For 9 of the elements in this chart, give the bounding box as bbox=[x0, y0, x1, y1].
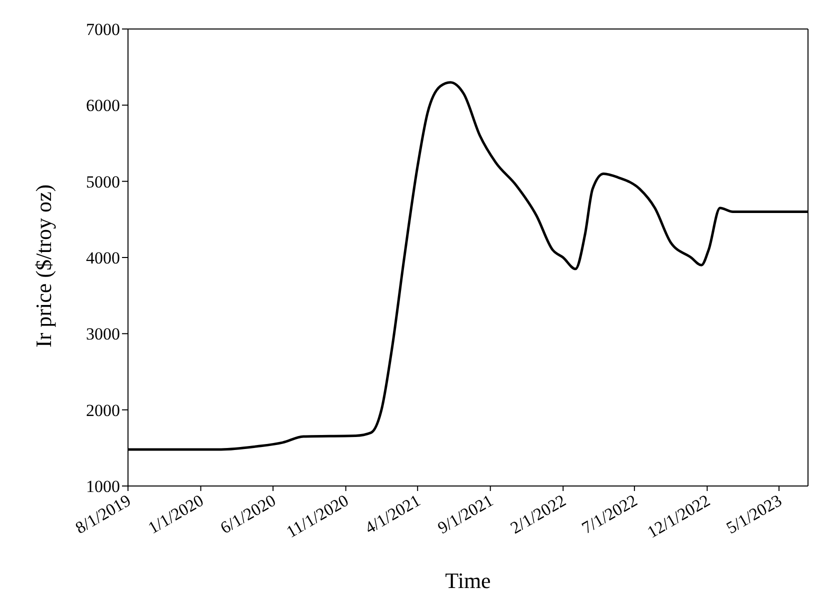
y-axis-title: Ir price ($/troy oz) bbox=[30, 184, 56, 348]
x-axis-title: Time bbox=[445, 568, 491, 593]
y-tick-label: 4000 bbox=[86, 248, 120, 268]
y-tick-label: 5000 bbox=[86, 172, 120, 192]
y-tick-label: 6000 bbox=[86, 96, 120, 116]
y-tick-label: 3000 bbox=[86, 324, 120, 344]
y-tick-label: 7000 bbox=[86, 20, 120, 40]
y-tick-label: 1000 bbox=[86, 477, 120, 496]
y-tick-label: 2000 bbox=[86, 400, 120, 420]
